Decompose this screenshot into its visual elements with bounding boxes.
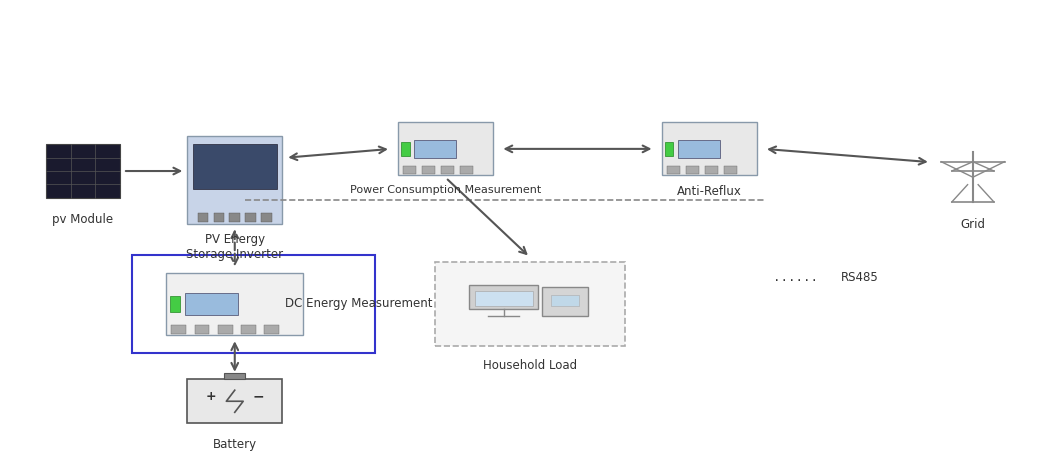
Bar [686,166,699,174]
Text: Power Consumption Measurement: Power Consumption Measurement [350,185,542,195]
Text: DC Energy Measurement: DC Energy Measurement [285,298,432,310]
Bar [195,325,210,334]
Text: Battery: Battery [213,438,257,450]
Bar [724,166,737,174]
Text: Grid: Grid [960,217,986,231]
Bar [435,262,625,346]
Bar [46,144,120,197]
Bar [225,373,245,379]
Bar [665,142,673,156]
Bar [705,166,718,174]
Bar [193,144,277,189]
Bar [423,166,435,174]
Bar [229,213,240,222]
Bar [188,379,282,424]
Text: Household Load: Household Load [483,359,577,372]
Bar [475,291,532,306]
Bar [166,273,303,335]
Bar [661,122,757,176]
Text: ......: ...... [773,271,817,284]
Bar [542,288,588,316]
Bar [218,325,232,334]
Bar [399,122,493,176]
Text: Anti-Reflux: Anti-Reflux [677,185,742,198]
Bar [667,166,679,174]
Bar [677,140,720,158]
Bar [171,296,180,312]
Bar [214,213,225,222]
Bar [470,285,537,309]
Text: pv Module: pv Module [52,213,113,226]
Bar [245,213,255,222]
Bar [264,325,279,334]
Bar [441,166,454,174]
Bar [188,136,282,224]
Bar [404,166,417,174]
Bar [198,213,209,222]
Text: +: + [206,390,216,403]
Bar [414,140,456,158]
Bar [402,142,410,156]
Text: PV Energy
Storage Inverter: PV Energy Storage Inverter [187,233,283,261]
Bar [186,293,237,315]
Bar [460,166,473,174]
Bar [261,213,271,222]
Bar [241,325,255,334]
Bar [172,325,187,334]
Bar [132,255,375,353]
Text: RS485: RS485 [841,271,879,284]
Text: −: − [252,390,264,404]
Bar [551,294,579,306]
